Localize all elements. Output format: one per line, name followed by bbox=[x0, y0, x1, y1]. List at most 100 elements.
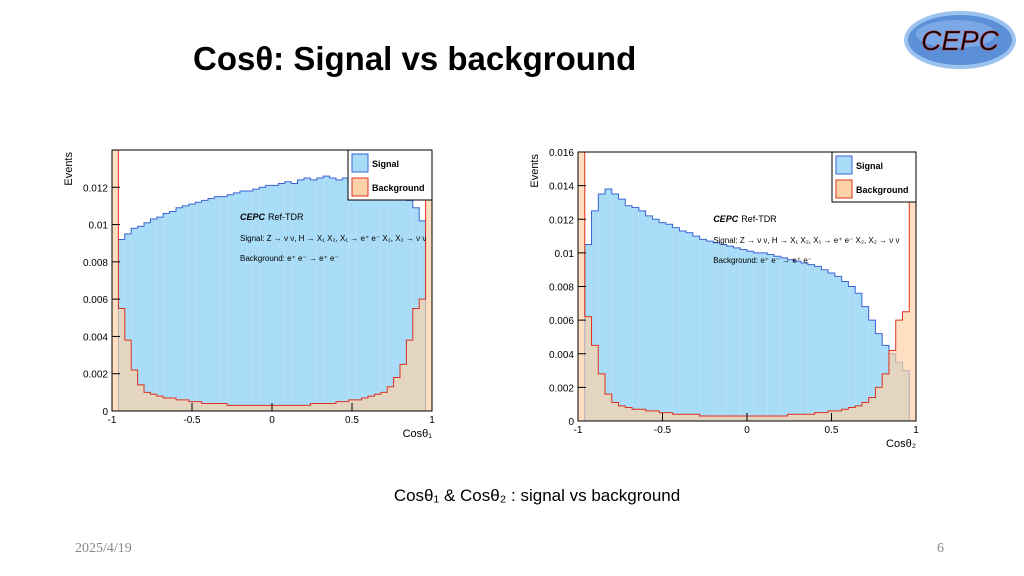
background-bar bbox=[902, 311, 910, 421]
background-bar bbox=[787, 414, 795, 421]
background-bar bbox=[195, 401, 202, 411]
annotation: Background: e⁺ e⁻ → e⁺ e⁻ bbox=[240, 254, 339, 263]
background-bar bbox=[760, 415, 768, 421]
signal-bar bbox=[605, 188, 612, 421]
signal-bar bbox=[176, 207, 183, 411]
signal-bar bbox=[291, 183, 298, 411]
signal-bar bbox=[747, 251, 754, 421]
y-tick-label: 0.008 bbox=[83, 258, 108, 269]
background-bar bbox=[740, 415, 747, 421]
background-bar bbox=[336, 401, 343, 411]
signal-bar bbox=[323, 176, 330, 411]
background-bar bbox=[233, 405, 240, 411]
signal-bar bbox=[814, 266, 822, 421]
signal-bar bbox=[774, 256, 781, 421]
y-tick-label: 0 bbox=[568, 417, 574, 428]
background-bar bbox=[780, 415, 788, 421]
background-bar bbox=[665, 412, 673, 421]
histogram-outline bbox=[578, 188, 916, 421]
background-bar bbox=[246, 405, 253, 411]
plot-area bbox=[112, 150, 432, 411]
x-axis-label: Cosθ₂ bbox=[886, 438, 916, 450]
background-bar bbox=[807, 414, 815, 421]
chart: 0 0.002 0.004 0.006 0.008 0.01 0.012 -1 -0.5 0 0.5… bbox=[63, 149, 435, 440]
background-bar bbox=[719, 415, 727, 421]
background-bar bbox=[368, 396, 375, 411]
legend-label: Signal bbox=[856, 161, 883, 171]
background-bar bbox=[272, 405, 279, 411]
background-bar bbox=[584, 316, 592, 421]
y-tick-label: 0.016 bbox=[549, 148, 574, 159]
signal-bar bbox=[144, 222, 151, 411]
logo-text: CEPC bbox=[921, 25, 1000, 56]
annotation: Ref-TDR bbox=[741, 214, 777, 224]
signal-bar bbox=[169, 211, 176, 411]
background-bar bbox=[425, 150, 432, 411]
y-tick-label: 0.002 bbox=[83, 370, 108, 381]
background-bar bbox=[323, 403, 330, 411]
y-tick-label: 0.002 bbox=[549, 383, 574, 394]
background-bar bbox=[278, 405, 285, 411]
signal-bar bbox=[304, 177, 311, 411]
signal-bar bbox=[195, 202, 202, 411]
background-bar bbox=[774, 415, 781, 421]
signal-bar bbox=[380, 187, 388, 411]
signal-bar bbox=[632, 207, 639, 421]
background-bar bbox=[686, 414, 693, 421]
y-tick-label: 0.006 bbox=[549, 316, 574, 327]
y-tick-label: 0.006 bbox=[83, 295, 108, 306]
signal-bar bbox=[591, 210, 599, 421]
x-tick-label: -0.5 bbox=[183, 415, 201, 426]
background-bar bbox=[304, 405, 311, 411]
signal-bar bbox=[393, 191, 400, 411]
background-bar bbox=[848, 407, 856, 421]
signal-bar bbox=[868, 320, 876, 421]
background-bar bbox=[895, 320, 903, 421]
background-bar bbox=[591, 345, 599, 421]
legend-label: Background bbox=[856, 185, 909, 195]
background-bar bbox=[163, 397, 170, 411]
page-number: 6 bbox=[937, 541, 944, 556]
signal-bar bbox=[201, 200, 208, 411]
signal-bar bbox=[828, 273, 835, 421]
signal-bar bbox=[801, 262, 808, 421]
background-bar bbox=[393, 377, 400, 411]
background-bar bbox=[794, 414, 802, 421]
signal-bar bbox=[692, 236, 700, 421]
background-bar bbox=[297, 405, 304, 411]
signal-bar bbox=[336, 179, 343, 411]
background-bar bbox=[316, 403, 324, 411]
background-bar bbox=[355, 399, 362, 411]
background-bar bbox=[814, 412, 822, 421]
signal-bar bbox=[227, 194, 234, 411]
y-tick-label: 0.012 bbox=[83, 183, 108, 194]
background-bar bbox=[753, 415, 761, 421]
signal-bar bbox=[645, 215, 653, 421]
signal-bar bbox=[767, 254, 775, 421]
y-axis-label: Events bbox=[529, 154, 541, 188]
signal-bar bbox=[625, 205, 633, 421]
signal-bar bbox=[188, 204, 196, 411]
signal-bar bbox=[861, 306, 869, 421]
signal-bar bbox=[156, 217, 164, 411]
background-bar bbox=[176, 399, 183, 411]
x-tick-label: -0.5 bbox=[654, 425, 672, 436]
background-bar bbox=[406, 340, 413, 411]
signal-bar bbox=[719, 244, 727, 421]
background-bar bbox=[131, 369, 138, 411]
y-tick-label: 0 bbox=[102, 407, 108, 418]
background-bar bbox=[767, 415, 775, 421]
background-bar bbox=[150, 394, 157, 411]
background-bar bbox=[284, 405, 292, 411]
background-bar bbox=[652, 410, 660, 421]
background-bar bbox=[834, 410, 842, 421]
signal-bar bbox=[665, 224, 673, 421]
signal-bar bbox=[834, 276, 842, 421]
background-bar bbox=[144, 392, 151, 411]
background-bar bbox=[361, 397, 368, 411]
x-tick-label: 0 bbox=[269, 415, 275, 426]
signal-bar bbox=[361, 183, 368, 411]
signal-bar bbox=[150, 218, 157, 411]
signal-bar bbox=[297, 179, 304, 411]
legend-label: Signal bbox=[372, 159, 399, 169]
